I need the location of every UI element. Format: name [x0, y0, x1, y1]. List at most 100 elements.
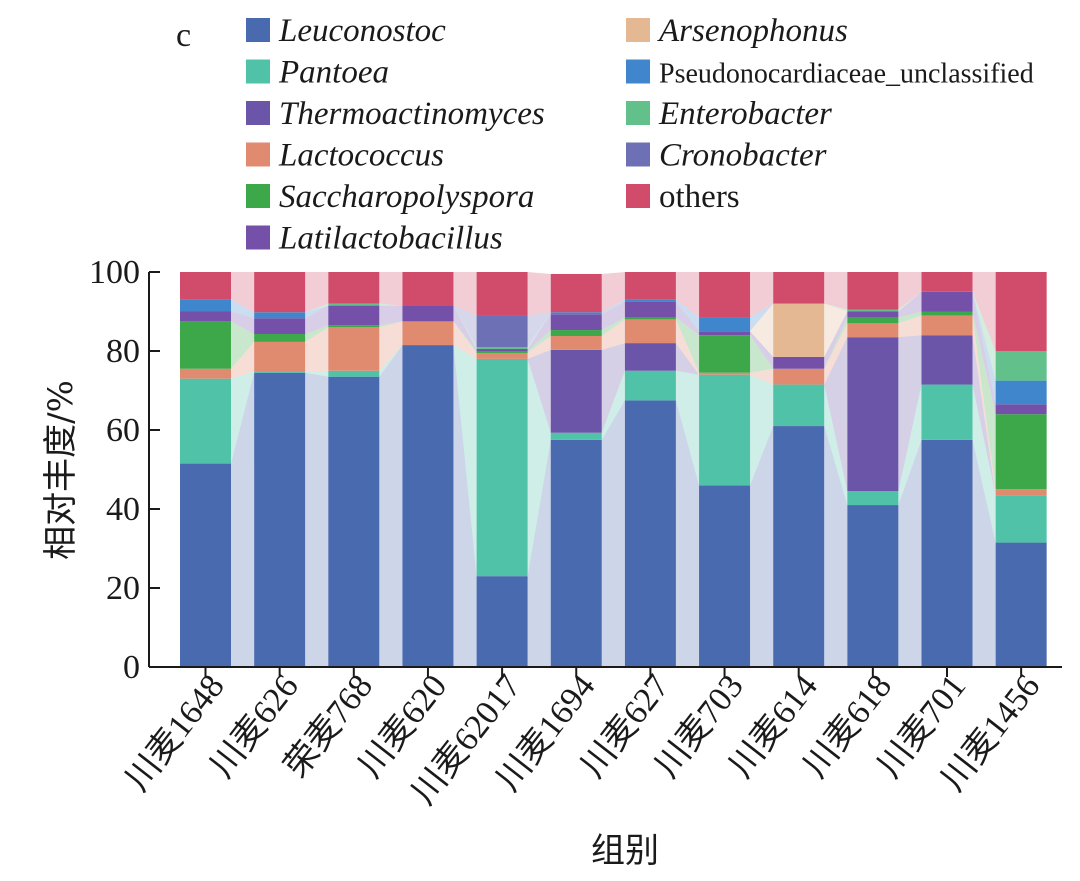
- bar-latilactobacillus-11: [995, 404, 1047, 415]
- flow-band-leuconostoc: [750, 426, 774, 667]
- flow-band-saccharopolyspora: [379, 321, 403, 328]
- flow-band-others: [898, 272, 922, 310]
- legend-label-enterobacter: Enterobacter: [658, 96, 832, 132]
- bar-pantoea-6: [624, 370, 676, 401]
- flow-band-lactococcus: [824, 323, 848, 385]
- legend-label-arsenophonus: Arsenophonus: [657, 13, 848, 49]
- legend-label-leuconostoc: Leuconostoc: [278, 13, 446, 49]
- y-tick-label: 0: [123, 649, 140, 686]
- bar-saccharopolyspora-6: [624, 317, 676, 320]
- flow-band-thermoactinomyces: [972, 335, 996, 496]
- flow-band-pantoea: [898, 384, 922, 506]
- bar-lactococcus-4: [476, 352, 528, 359]
- panel-label: c: [176, 17, 191, 54]
- bar-enterobacter-2: [328, 303, 380, 306]
- bar-pseudonocardiaceae-unclassified-1: [254, 312, 306, 319]
- legend: Leuconostoc Pantoea Thermoactinomyces Lacto…: [246, 13, 1034, 257]
- flow-band-pantoea: [453, 345, 477, 577]
- legend-swatch-others: [626, 184, 650, 208]
- bar-thermoactinomyces-10: [921, 335, 973, 385]
- flow-band-others: [601, 272, 625, 313]
- flow-band-others: [379, 272, 403, 306]
- bar-saccharopolyspora-0: [180, 321, 231, 369]
- flow-band-saccharopolyspora: [898, 311, 922, 324]
- bar-leuconostoc-10: [921, 439, 973, 667]
- bar-others-1: [254, 272, 306, 313]
- bar-leuconostoc-8: [773, 426, 825, 667]
- flow-band-leuconostoc: [305, 372, 329, 667]
- flow-band-lactococcus: [972, 315, 996, 496]
- flow-band-enterobacter: [379, 303, 403, 306]
- bar-leuconostoc-11: [995, 542, 1047, 667]
- bar-lactococcus-0: [180, 368, 231, 379]
- legend-swatch-latilactobacillus: [246, 225, 270, 250]
- bar-pseudonocardiaceae-unclassified-5: [550, 312, 602, 315]
- legend-label-lactococcus: Lactococcus: [278, 138, 444, 174]
- legend-swatch-thermoactinomyces: [246, 101, 270, 125]
- flow-band-pseudonocardiaceae-unclassified: [750, 303, 774, 332]
- flow-band-arsenophonus: [750, 303, 774, 357]
- bar-latilactobacillus-7: [699, 331, 751, 336]
- bar-leuconostoc-4: [476, 576, 528, 667]
- flow-band-saccharopolyspora: [453, 321, 477, 353]
- flow-band-lactococcus: [453, 321, 477, 359]
- legend-swatch-cronobacter: [626, 142, 650, 167]
- bar-saccharopolyspora-11: [995, 414, 1047, 490]
- flow-band-others: [527, 272, 551, 316]
- x-axis-label: 组别: [591, 831, 659, 871]
- bar-pseudonocardiaceae-unclassified-6: [624, 299, 676, 302]
- bar-lactococcus-1: [254, 341, 306, 372]
- legend-label-pseudonocardiaceae-unclassified: Pseudonocardiaceae_unclassified: [659, 59, 1034, 90]
- bar-lactococcus-7: [699, 372, 751, 375]
- legend-swatch-pseudonocardiaceae-unclassified: [626, 59, 650, 84]
- bar-thermoactinomyces-9: [847, 337, 899, 492]
- flow-band-others: [231, 272, 255, 313]
- bar-others-4: [476, 272, 528, 316]
- bar-pseudonocardiaceae-unclassified-7: [699, 317, 751, 332]
- flow-band-enterobacter: [305, 303, 329, 313]
- bar-others-6: [624, 272, 676, 300]
- flow-band-pseudonocardiaceae-unclassified: [972, 291, 996, 405]
- flow-band-pantoea: [305, 370, 329, 377]
- flow-band-lactococcus: [305, 327, 329, 372]
- bar-lactococcus-11: [995, 489, 1047, 496]
- bar-leuconostoc-1: [254, 372, 306, 667]
- flow-band-latilactobacillus: [601, 301, 625, 331]
- flow-band-thermoactinomyces: [898, 335, 922, 492]
- bar-pantoea-0: [180, 378, 231, 464]
- legend-swatch-enterobacter: [626, 101, 650, 125]
- flow-band-pantoea: [527, 358, 551, 577]
- legend-label-thermoactinomyces: Thermoactinomyces: [279, 96, 545, 132]
- flow-band-saccharopolyspora: [231, 321, 255, 369]
- y-tick-label: 60: [106, 412, 140, 449]
- bar-latilactobacillus-4: [476, 349, 528, 351]
- bar-lactococcus-3: [402, 321, 454, 346]
- bar-leuconostoc-7: [699, 485, 751, 667]
- bar-thermoactinomyces-6: [624, 343, 676, 371]
- flow-band-latilactobacillus: [675, 301, 700, 336]
- flow-band-leuconostoc: [453, 345, 477, 667]
- bar-lactococcus-8: [773, 368, 825, 385]
- bar-others-10: [921, 272, 973, 292]
- flow-band-saccharopolyspora: [675, 317, 700, 373]
- flow-band-leuconostoc: [824, 426, 848, 667]
- flow-band-enterobacter: [527, 312, 551, 350]
- legend-label-saccharopolyspora: Saccharopolyspora: [279, 179, 534, 215]
- flow-band-others: [453, 272, 477, 316]
- bar-pseudonocardiaceae-unclassified-11: [995, 380, 1047, 405]
- flow-band-pseudonocardiaceae-unclassified: [675, 299, 700, 332]
- bar-latilactobacillus-5: [550, 314, 602, 331]
- flow-band-latilactobacillus: [972, 291, 996, 415]
- bar-leuconostoc-0: [180, 463, 231, 667]
- bar-enterobacter-11: [995, 351, 1047, 381]
- bar-lactococcus-5: [550, 335, 602, 350]
- bar-cronobacter-4: [476, 315, 528, 348]
- bar-others-7: [699, 272, 751, 318]
- legend-swatch-pantoea: [246, 59, 270, 84]
- bar-saccharopolyspora-5: [550, 330, 602, 336]
- bar-others-9: [847, 272, 899, 310]
- flow-band-others: [305, 272, 329, 313]
- flow-band-latilactobacillus: [750, 331, 774, 369]
- flow-band-pseudonocardiaceae-unclassified: [527, 312, 551, 350]
